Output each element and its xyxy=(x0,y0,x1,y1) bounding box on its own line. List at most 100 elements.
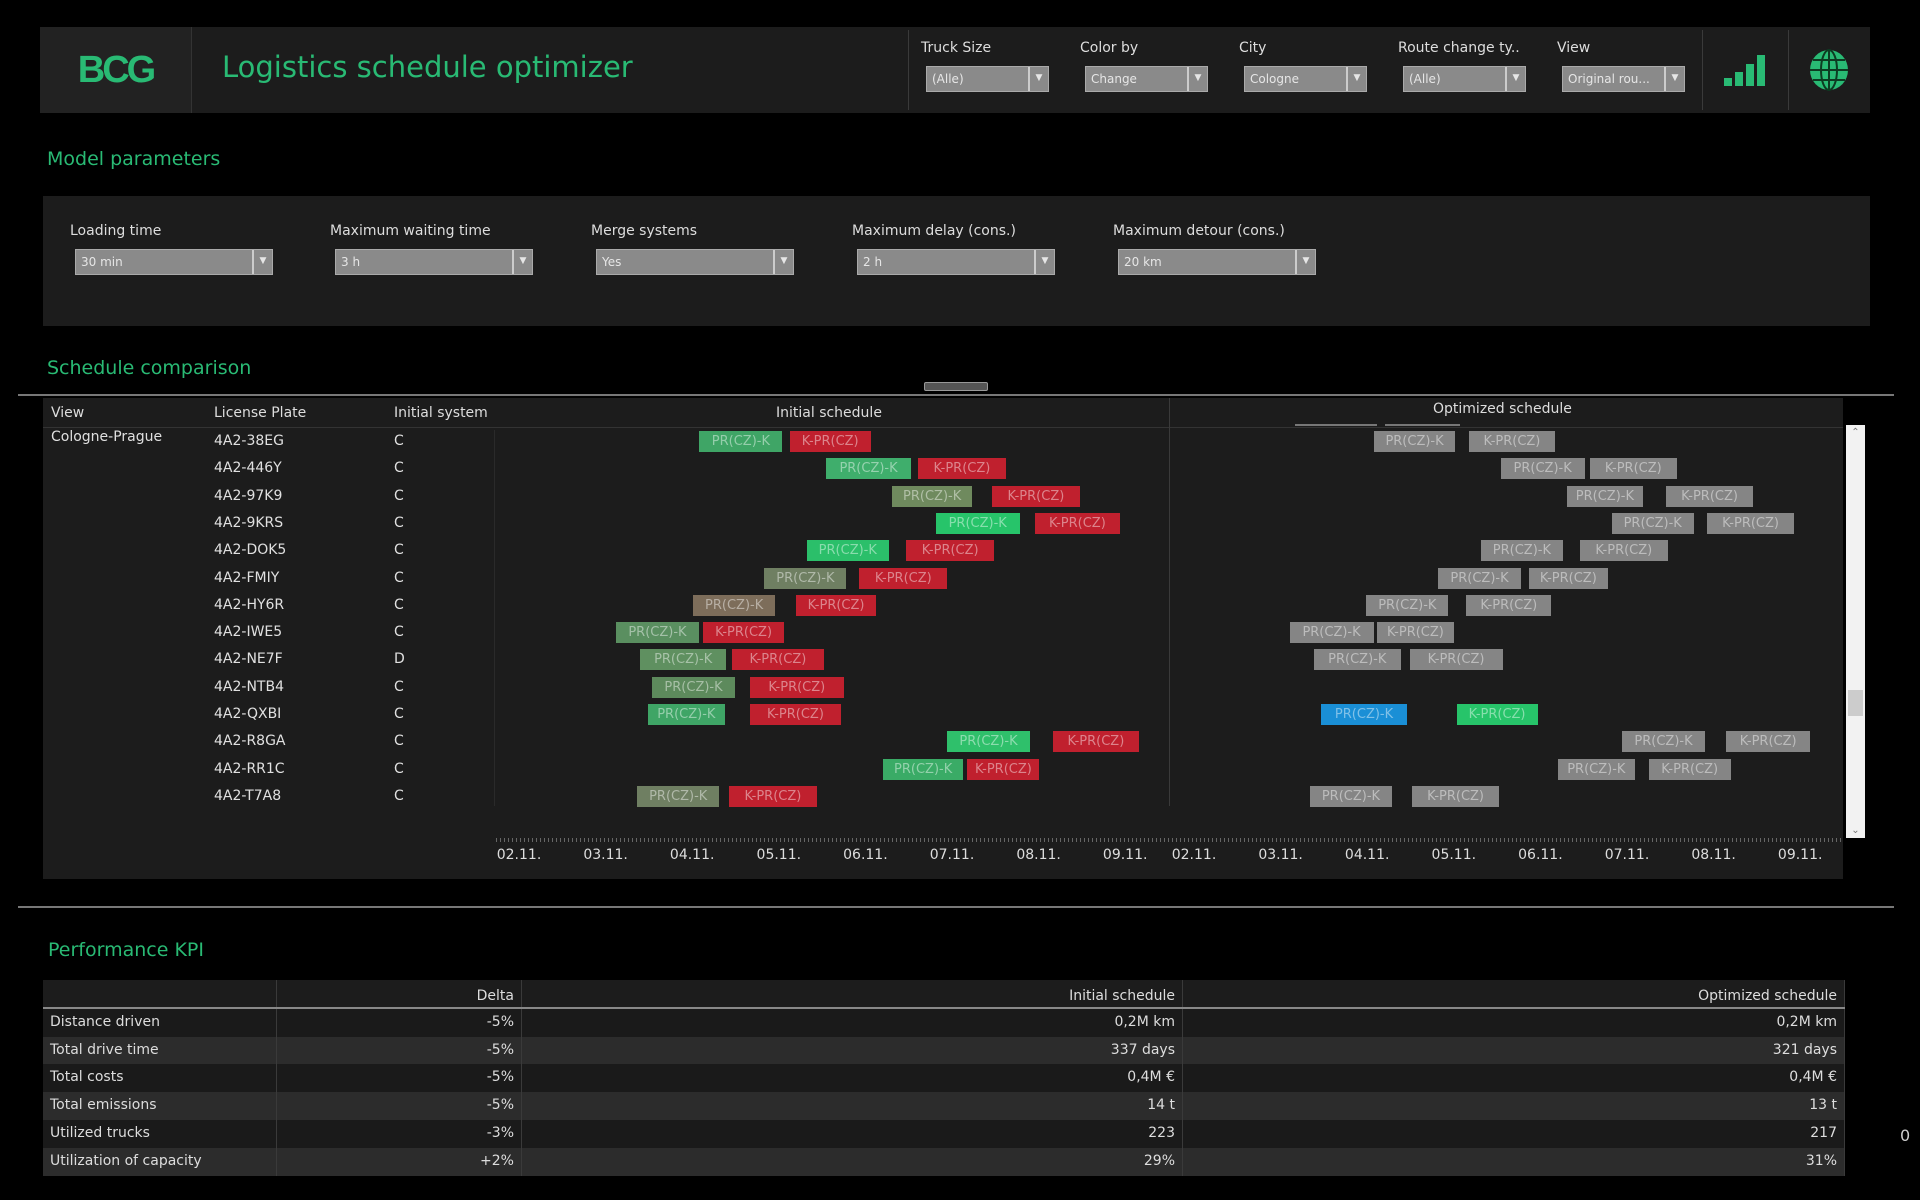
kpi-row: Distance driven -5% 0,2M km 0,2M km xyxy=(43,1009,1845,1037)
optimized-schedule-bar[interactable]: K-PR(CZ) xyxy=(1456,704,1538,725)
license-plate: 4A2-38EG xyxy=(214,433,284,449)
optimized-schedule-bar[interactable]: PR(CZ)-K xyxy=(1500,458,1585,480)
scrollbar-thumb[interactable] xyxy=(1848,690,1863,716)
initial-schedule-bar[interactable]: K-PR(CZ) xyxy=(703,622,785,644)
initial-schedule-bar[interactable]: K-PR(CZ) xyxy=(905,540,995,562)
initial-schedule-bar[interactable]: K-PR(CZ) xyxy=(859,567,948,589)
initial-system: C xyxy=(394,460,404,477)
scroll-down-icon[interactable]: ⌄ xyxy=(1851,825,1860,836)
optimized-schedule-bar[interactable]: PR(CZ)-K xyxy=(1622,731,1705,753)
license-plate: 4A2-QXBI xyxy=(214,706,282,722)
filter-label: City xyxy=(1239,40,1267,56)
param-label: Maximum waiting time xyxy=(330,223,491,239)
date-tick-label: 03.11. xyxy=(1258,847,1303,863)
license-plate: 4A2-FMIY xyxy=(214,569,280,586)
chevron-down-icon[interactable]: ▼ xyxy=(1664,67,1684,91)
initial-schedule-bar[interactable]: K-PR(CZ) xyxy=(1034,512,1120,534)
optimized-schedule-bar[interactable]: K-PR(CZ) xyxy=(1466,594,1552,616)
signal-bars-icon[interactable] xyxy=(1722,52,1768,86)
optimized-schedule-bar[interactable]: K-PR(CZ) xyxy=(1590,458,1677,480)
initial-schedule-bar[interactable]: K-PR(CZ) xyxy=(795,594,877,616)
optimized-schedule-bar[interactable]: K-PR(CZ) xyxy=(1377,622,1454,644)
col-header-initial-system: Initial system xyxy=(394,405,488,421)
select-value: Yes xyxy=(602,255,622,269)
optimized-schedule-bar[interactable]: PR(CZ)-K xyxy=(1557,758,1636,780)
initial-schedule-bar[interactable]: PR(CZ)-K xyxy=(637,785,720,807)
chevron-down-icon[interactable]: ▼ xyxy=(1346,67,1366,91)
initial-schedule-bar[interactable]: PR(CZ)-K xyxy=(935,512,1020,534)
initial-schedule-bar[interactable]: PR(CZ)-K xyxy=(647,704,725,725)
initial-schedule-bar[interactable]: PR(CZ)-K xyxy=(806,540,889,562)
license-plate: 4A2-NE7F xyxy=(214,651,283,668)
kpi-cell: 29% xyxy=(522,1147,1183,1176)
optimized-schedule-bar[interactable]: PR(CZ)-K xyxy=(1480,540,1563,562)
param-select-maximum-delay-cons-[interactable]: 2 h ▼ xyxy=(857,249,1055,275)
optimized-schedule-bar[interactable]: PR(CZ)-K xyxy=(1310,785,1392,807)
date-tick-label: 09.11. xyxy=(1777,847,1823,863)
initial-schedule-bar[interactable]: K-PR(CZ) xyxy=(731,649,824,671)
filter-select-color-by[interactable]: Change ▼ xyxy=(1085,66,1208,92)
filter-select-view[interactable]: Original rou... ▼ xyxy=(1562,66,1685,92)
kpi-cell: 217 xyxy=(1183,1119,1845,1148)
scrollbar[interactable]: ⌃ ⌄ xyxy=(1846,425,1865,838)
optimized-schedule-bar[interactable]: K-PR(CZ) xyxy=(1580,540,1668,562)
date-tick-label: 07.11. xyxy=(1604,847,1650,863)
optimized-schedule-bar[interactable]: K-PR(CZ) xyxy=(1707,512,1794,534)
initial-schedule-bar[interactable]: PR(CZ)-K xyxy=(764,567,847,589)
optimized-schedule-bar[interactable]: PR(CZ)-K xyxy=(1374,431,1455,452)
optimized-schedule-bar[interactable]: PR(CZ)-K xyxy=(1566,485,1644,507)
filter-select-route-change-ty-[interactable]: (Alle) ▼ xyxy=(1403,66,1526,92)
initial-schedule-bar[interactable]: PR(CZ)-K xyxy=(616,622,699,644)
initial-schedule-bar[interactable]: K-PR(CZ) xyxy=(917,458,1007,480)
initial-schedule-bar[interactable]: K-PR(CZ) xyxy=(1053,731,1139,753)
resize-handle[interactable] xyxy=(924,382,988,391)
initial-schedule-bar[interactable]: PR(CZ)-K xyxy=(825,458,912,480)
scroll-up-icon[interactable]: ⌃ xyxy=(1851,427,1860,438)
chevron-down-icon[interactable]: ▼ xyxy=(773,250,793,274)
param-select-merge-systems[interactable]: Yes ▼ xyxy=(596,249,794,275)
chevron-down-icon[interactable]: ▼ xyxy=(1034,250,1054,274)
initial-schedule-bar[interactable]: PR(CZ)-K xyxy=(883,758,963,780)
param-select-maximum-waiting-time[interactable]: 3 h ▼ xyxy=(335,249,533,275)
optimized-schedule-bar[interactable]: PR(CZ)-K xyxy=(1611,512,1694,534)
initial-schedule-bar[interactable]: PR(CZ)-K xyxy=(947,731,1030,753)
param-select-loading-time[interactable]: 30 min ▼ xyxy=(75,249,273,275)
optimized-schedule-bar[interactable]: K-PR(CZ) xyxy=(1528,567,1609,589)
model-parameters-title: Model parameters xyxy=(47,148,221,170)
optimized-schedule-bar[interactable]: PR(CZ)-K xyxy=(1313,649,1401,671)
initial-schedule-bar[interactable]: K-PR(CZ) xyxy=(749,676,844,698)
chevron-down-icon[interactable]: ▼ xyxy=(1187,67,1207,91)
initial-schedule-bar[interactable]: PR(CZ)-K xyxy=(693,594,776,616)
initial-schedule-bar[interactable]: K-PR(CZ) xyxy=(729,785,817,807)
chevron-down-icon[interactable]: ▼ xyxy=(1028,67,1048,91)
param-select-maximum-detour-cons-[interactable]: 20 km ▼ xyxy=(1118,249,1316,275)
initial-schedule-bar[interactable]: K-PR(CZ) xyxy=(749,704,842,725)
filter-label: View xyxy=(1557,40,1591,56)
initial-schedule-bar[interactable]: PR(CZ)-K xyxy=(651,676,736,698)
globe-icon[interactable] xyxy=(1808,48,1850,92)
optimized-schedule-bar[interactable]: K-PR(CZ) xyxy=(1469,431,1555,452)
optimized-schedule-bar[interactable]: PR(CZ)-K xyxy=(1321,704,1407,725)
initial-schedule-bar[interactable]: PR(CZ)-K xyxy=(639,649,727,671)
optimized-schedule-bar[interactable]: K-PR(CZ) xyxy=(1648,758,1731,780)
initial-schedule-bar[interactable]: PR(CZ)-K xyxy=(892,485,972,507)
filter-select-truck-size[interactable]: (Alle) ▼ xyxy=(926,66,1049,92)
initial-schedule-bar[interactable]: PR(CZ)-K xyxy=(699,431,783,452)
optimized-schedule-bar[interactable]: K-PR(CZ) xyxy=(1726,731,1811,753)
optimized-schedule-bar[interactable]: K-PR(CZ) xyxy=(1412,785,1499,807)
optimized-schedule-bar[interactable]: K-PR(CZ) xyxy=(1665,485,1754,507)
optimized-schedule-bar[interactable]: PR(CZ)-K xyxy=(1289,622,1374,644)
optimized-schedule-bar[interactable]: K-PR(CZ) xyxy=(1409,649,1503,671)
filter-label: Route change ty.. xyxy=(1398,40,1520,56)
kpi-cell: 223 xyxy=(522,1119,1183,1148)
initial-schedule-bar[interactable]: K-PR(CZ) xyxy=(789,431,871,452)
optimized-schedule-bar[interactable]: PR(CZ)-K xyxy=(1366,594,1449,616)
filter-select-city[interactable]: Cologne ▼ xyxy=(1244,66,1367,92)
chevron-down-icon[interactable]: ▼ xyxy=(1505,67,1525,91)
initial-schedule-bar[interactable]: K-PR(CZ) xyxy=(967,758,1040,780)
chevron-down-icon[interactable]: ▼ xyxy=(1295,250,1315,274)
initial-schedule-bar[interactable]: K-PR(CZ) xyxy=(991,485,1081,507)
optimized-schedule-bar[interactable]: PR(CZ)-K xyxy=(1437,567,1522,589)
chevron-down-icon[interactable]: ▼ xyxy=(252,250,272,274)
chevron-down-icon[interactable]: ▼ xyxy=(512,250,532,274)
